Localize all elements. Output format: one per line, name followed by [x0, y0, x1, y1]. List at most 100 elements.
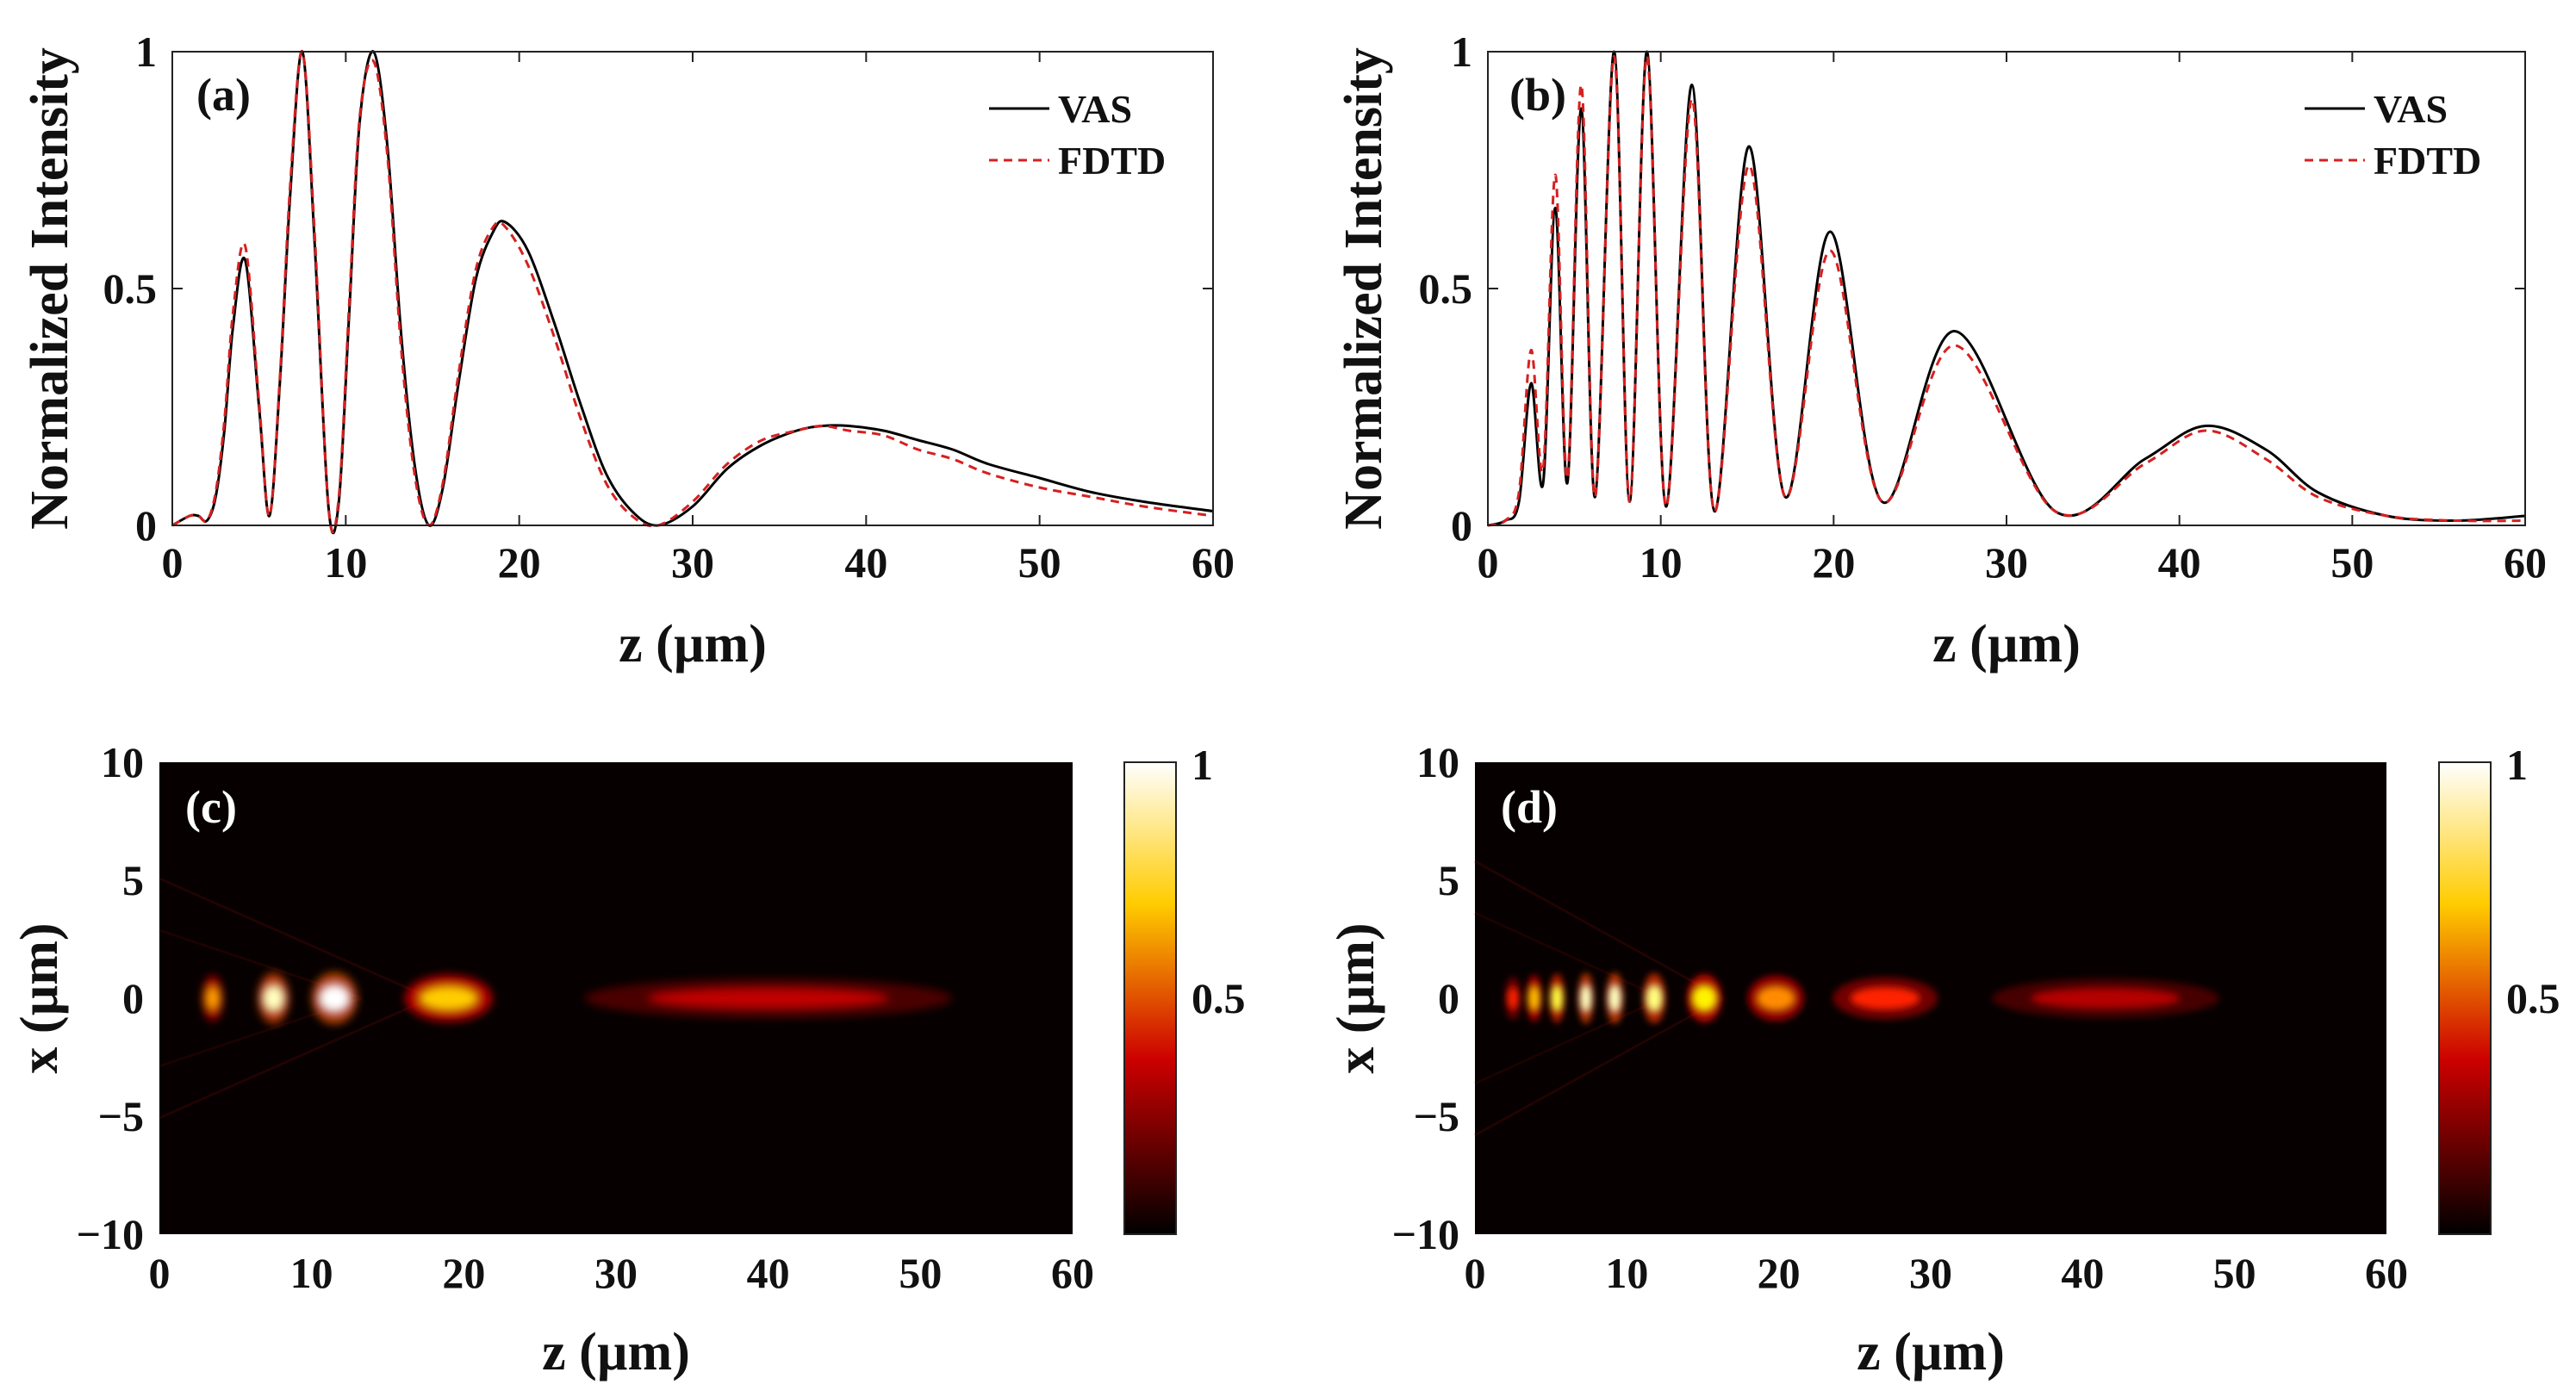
panel-c-y-ticks: 10 5 0 −5 −10	[77, 738, 145, 1258]
panel-c-foci	[202, 972, 952, 1024]
y-tick-label: 0	[122, 974, 144, 1022]
y-tick-label: 0	[1438, 974, 1459, 1022]
y-tick-label: −10	[1392, 1210, 1460, 1258]
y-tick-label: 5	[122, 856, 144, 904]
y-tick-label: 1	[135, 28, 157, 76]
focus-spot	[1508, 987, 1519, 1009]
focus-spot	[648, 988, 888, 1009]
focus-spot	[1851, 987, 1920, 1009]
x-tick-label: 0	[149, 1249, 171, 1297]
x-tick-label: 30	[594, 1249, 638, 1297]
y-tick-label: 5	[1438, 856, 1459, 904]
series-fdtd-line	[1487, 54, 2526, 527]
x-tick-label: 40	[844, 538, 887, 587]
focus-spot	[1608, 985, 1621, 1011]
y-tick-label: 0	[135, 501, 157, 549]
x-tick-label: 40	[2158, 538, 2201, 587]
x-tick-label: 60	[1192, 538, 1235, 587]
x-tick-label: 50	[899, 1249, 942, 1297]
x-tick-label: 50	[2213, 1249, 2256, 1297]
panel-c-label: (c)	[185, 781, 237, 833]
panel-d-y-ticks: 10 5 0 −5 −10	[1392, 738, 1460, 1258]
panel-b-x-ticks: 0 10 20 30 40 50 60	[1478, 52, 2547, 587]
focus-spot	[2031, 988, 2180, 1009]
colorbar-tick-0-5: 0.5	[1192, 974, 1246, 1022]
x-tick-label: 20	[498, 538, 541, 587]
panel-d-label: (d)	[1501, 781, 1558, 833]
focus-spot	[205, 986, 220, 1010]
focus-spot	[1580, 985, 1591, 1011]
x-tick-label: 60	[1051, 1249, 1094, 1297]
series-fdtd-line	[171, 50, 1214, 533]
panel-a-series	[171, 50, 1214, 535]
panel-b-line-chart: 0 10 20 30 40 50 60 00.51 (b) z (µm) Normalize…	[1335, 28, 2547, 674]
x-tick-label: 10	[290, 1249, 333, 1297]
legend-fdtd-label: FDTD	[2374, 139, 2481, 183]
panel-b-xlabel: z (µm)	[1932, 615, 2081, 674]
x-tick-label: 10	[1640, 538, 1683, 587]
panel-a-legend: VAS FDTD	[989, 87, 1166, 183]
y-tick-label: −5	[98, 1092, 145, 1140]
panel-a-y-ticks: 00.51	[103, 28, 1213, 549]
panel-d-colorbar: 1 0.5	[2438, 741, 2560, 1235]
panel-c-x-ticks: 0 10 20 30 40 50 60	[149, 1249, 1095, 1297]
x-tick-label: 20	[1812, 538, 1855, 587]
panel-b-label: (b)	[1509, 69, 1566, 121]
x-tick-label: 30	[671, 538, 714, 587]
series-vas-line	[171, 50, 1214, 535]
legend-vas-label: VAS	[1058, 87, 1132, 131]
focus-spot	[1693, 986, 1716, 1010]
x-tick-label: 0	[1465, 1249, 1486, 1297]
x-tick-label: 10	[1605, 1249, 1648, 1297]
panel-c-xlabel: z (µm)	[542, 1323, 690, 1381]
x-tick-label: 0	[1478, 538, 1499, 587]
y-tick-label: 10	[1416, 738, 1459, 786]
panel-a-xlabel: z (µm)	[619, 615, 767, 674]
y-tick-label: 10	[101, 738, 144, 786]
x-tick-label: 30	[1909, 1249, 1952, 1297]
panel-d-x-ticks: 0 10 20 30 40 50 60	[1465, 1249, 2409, 1297]
panel-b-series	[1487, 50, 2526, 527]
panel-b-y-ticks: 00.51	[1419, 28, 2525, 549]
x-tick-label: 60	[2504, 538, 2547, 587]
focus-spot	[1646, 985, 1662, 1011]
focus-spot	[420, 986, 477, 1010]
panel-d-xlabel: z (µm)	[1857, 1323, 2005, 1381]
y-tick-label: 0.5	[103, 264, 158, 313]
panel-a-line-chart: 0 10 20 30 40 50 60 00.51 (a) z (µm) Normalize…	[21, 28, 1235, 674]
x-tick-label: 30	[1985, 538, 2028, 587]
panel-c-colorbar-gradient	[1123, 761, 1177, 1235]
x-tick-label: 40	[2061, 1249, 2104, 1297]
focus-spot	[319, 985, 350, 1011]
x-tick-label: 60	[2365, 1249, 2408, 1297]
x-tick-label: 20	[442, 1249, 485, 1297]
panel-d-colorbar-gradient	[2438, 761, 2492, 1235]
focus-spot	[1552, 985, 1563, 1011]
x-tick-label: 0	[162, 538, 184, 587]
panel-c-colorbar: 1 0.5	[1123, 741, 1246, 1235]
panel-a-frame	[171, 51, 1214, 526]
y-tick-label: 0	[1451, 501, 1472, 549]
colorbar-tick-1: 1	[1192, 741, 1213, 789]
x-tick-label: 50	[1018, 538, 1061, 587]
y-tick-label: 0.5	[1419, 264, 1473, 313]
y-tick-label: −10	[77, 1210, 145, 1258]
panel-a-label: (a)	[196, 69, 251, 121]
focus-spot	[1528, 986, 1540, 1010]
y-tick-label: −5	[1414, 1092, 1460, 1140]
focus-spot	[263, 985, 284, 1011]
panel-a-x-ticks: 0 10 20 30 40 50 60	[162, 52, 1235, 587]
focus-spot	[1757, 986, 1795, 1010]
legend-vas-label: VAS	[2374, 87, 2448, 131]
panel-d-interference	[1474, 860, 1724, 1137]
panel-b-legend: VAS FDTD	[2305, 87, 2481, 183]
colorbar-tick-0-5: 0.5	[2506, 974, 2560, 1022]
panel-b-ylabel: Normalized Intensity	[1335, 47, 1393, 530]
colorbar-tick-1: 1	[2506, 741, 2528, 789]
panel-c-ylabel: x (µm)	[10, 922, 69, 1073]
y-tick-label: 1	[1451, 28, 1472, 76]
panel-a-ylabel: Normalized Intensity	[21, 47, 79, 530]
